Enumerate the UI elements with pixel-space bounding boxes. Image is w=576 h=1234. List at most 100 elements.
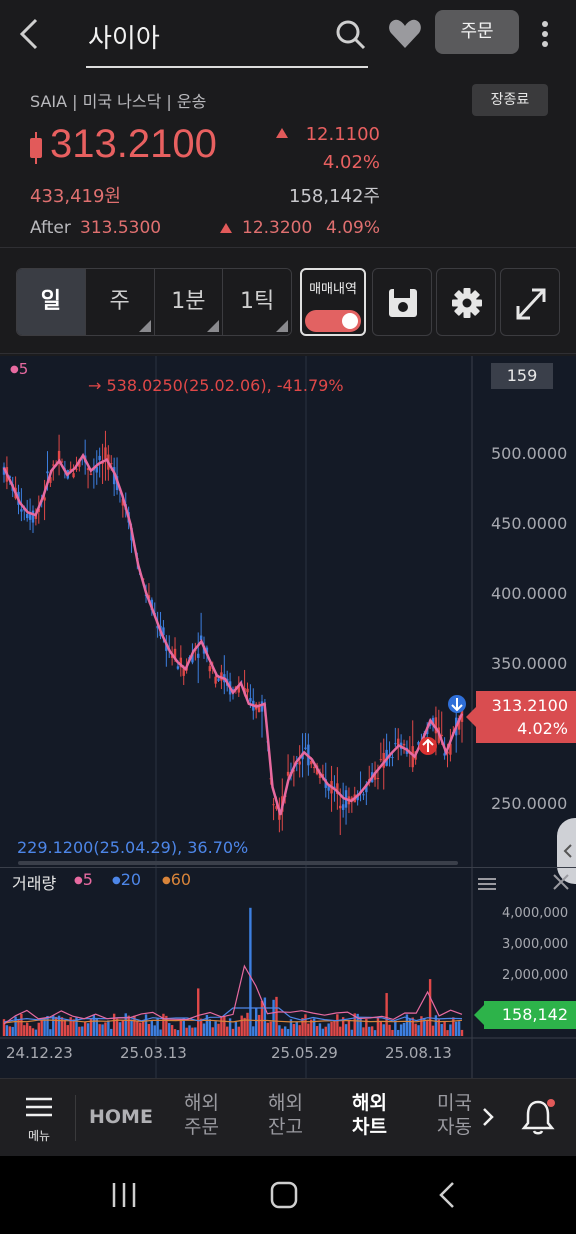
volume-bar <box>234 1021 238 1036</box>
volume-bar <box>257 1014 261 1036</box>
period-selector: 일 주 1분 1틱 <box>16 268 292 336</box>
candle-body <box>402 743 406 746</box>
volume-bar <box>362 1027 365 1036</box>
candle-body <box>449 743 452 755</box>
volume-bar <box>147 1023 151 1036</box>
volume-bar <box>307 1023 310 1036</box>
volume-bar <box>327 1023 330 1036</box>
volume-bar <box>185 1027 188 1036</box>
system-nav-icons <box>112 1181 454 1209</box>
dropdown-corner-icon <box>276 320 288 332</box>
volume-ma-20: ●20 <box>112 870 142 889</box>
nav-menu-button[interactable]: 메뉴 <box>18 1093 60 1145</box>
candle-body <box>376 778 380 780</box>
volume-bar <box>159 1029 162 1036</box>
ticker-info: SAIA | 미국 나스닥 | 운송 <box>30 92 207 111</box>
volume-bar <box>60 1017 64 1036</box>
nav-overseas-order[interactable]: 해외 주문 <box>184 1092 219 1138</box>
candle-body <box>86 468 90 471</box>
volume-bar <box>57 1015 61 1036</box>
volume-bar <box>197 988 200 1036</box>
candle-body <box>173 648 177 660</box>
volume-bar <box>214 1021 217 1036</box>
page-title: 사이아 <box>88 24 160 54</box>
toggle-switch[interactable] <box>305 310 361 332</box>
volume-bar <box>95 1018 98 1036</box>
candle-body <box>373 772 377 780</box>
current-price-tag: 313.2100 4.02% <box>466 691 576 743</box>
top-bar: 사이아 주문 <box>0 0 576 72</box>
volume-bar <box>321 1028 325 1036</box>
volume-bar <box>121 1020 125 1036</box>
favorite-button[interactable] <box>386 14 424 54</box>
candle-body <box>182 668 185 676</box>
back-button[interactable] <box>14 14 50 54</box>
volume-bar <box>324 1026 327 1036</box>
volume-bar <box>194 1027 197 1036</box>
volume-text: 158,142주 <box>289 186 380 207</box>
period-1min[interactable]: 1분 <box>154 269 224 335</box>
close-icon <box>553 874 569 890</box>
nav-overseas-chart[interactable]: 해외 차트 <box>352 1092 387 1138</box>
trade-history-toggle[interactable]: 매매내역 <box>300 268 366 336</box>
current-volume-tag: 158,142 <box>474 1001 576 1029</box>
settings-button[interactable] <box>436 268 496 336</box>
search-button[interactable] <box>332 14 370 54</box>
volume-bar <box>315 1026 319 1036</box>
candle-body <box>275 806 278 809</box>
price-chart[interactable]: ●5 → 538.0250(25.02.06), -41.79% 229.120… <box>0 356 576 1078</box>
volume-bar <box>254 1007 258 1036</box>
volume-bar <box>379 1021 383 1036</box>
nav-scroll-right-button[interactable] <box>480 1105 496 1129</box>
candle-body <box>260 701 264 712</box>
close-panel-button[interactable] <box>552 873 570 891</box>
current-price-tag-pct: 4.02% <box>517 719 568 738</box>
up-triangle-icon <box>276 128 288 138</box>
period-day[interactable]: 일 <box>17 269 86 335</box>
volume-bar <box>153 1025 156 1036</box>
volume-bar <box>298 1025 301 1036</box>
volume-bar <box>205 1014 209 1036</box>
volume-bar <box>17 1019 20 1036</box>
candle-body <box>379 759 383 761</box>
menu-icon <box>26 1097 52 1117</box>
nav-home[interactable]: HOME <box>89 1106 153 1128</box>
horizontal-scrollbar[interactable] <box>18 861 458 865</box>
volume-bar <box>278 1025 281 1036</box>
more-menu-button[interactable] <box>530 14 560 54</box>
expand-button[interactable] <box>500 268 560 336</box>
chart-canvas[interactable] <box>0 356 576 1078</box>
volume-ma-value: 5 <box>82 870 93 889</box>
nav-overseas-balance[interactable]: 해외 잔고 <box>268 1092 303 1138</box>
save-button[interactable] <box>372 268 432 336</box>
period-week[interactable]: 주 <box>85 269 155 335</box>
volume-bar <box>127 1015 130 1036</box>
candle-body <box>333 786 336 788</box>
home-icon <box>270 1181 298 1209</box>
nav-menu-label: 메뉴 <box>27 1129 51 1143</box>
volume-bar <box>292 1024 296 1036</box>
notification-button[interactable] <box>520 1097 556 1137</box>
volume-bar <box>173 1029 177 1036</box>
volume-bar <box>23 1025 26 1036</box>
period-label: 1틱 <box>240 289 275 314</box>
volume-bar <box>252 1026 255 1036</box>
volume-bar <box>199 1018 203 1036</box>
candle-body <box>25 513 29 519</box>
volume-bar <box>14 1016 17 1036</box>
period-1tick[interactable]: 1틱 <box>223 269 291 335</box>
candle-body <box>440 734 443 736</box>
x-axis-label: 25.03.13 <box>120 1044 187 1062</box>
stock-search-field[interactable]: 사이아 <box>86 6 368 68</box>
nav-us-auto[interactable]: 미국 자동 <box>437 1092 472 1138</box>
volume-bar <box>440 1024 443 1036</box>
volume-bar <box>2 1019 6 1036</box>
volume-y-label: 4,000,000 <box>502 906 569 921</box>
candle-body <box>72 473 75 478</box>
volume-bar <box>301 1017 304 1036</box>
volume-bar <box>426 1020 429 1036</box>
order-button[interactable]: 주문 <box>435 10 519 54</box>
panel-menu-button[interactable] <box>478 876 496 890</box>
chevron-right-icon <box>483 1108 494 1126</box>
volume-bar <box>124 1013 127 1036</box>
